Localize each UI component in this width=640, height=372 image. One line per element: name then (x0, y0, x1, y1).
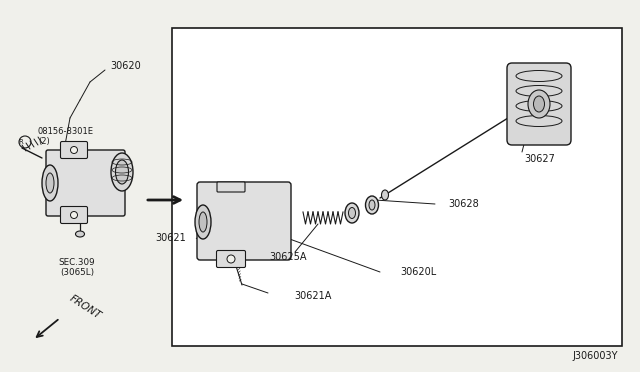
FancyBboxPatch shape (61, 141, 88, 158)
Text: 30621A: 30621A (294, 291, 332, 301)
Ellipse shape (369, 200, 375, 210)
Ellipse shape (227, 255, 235, 263)
Bar (172, 28, 622, 346)
Ellipse shape (365, 196, 378, 214)
Text: 30625A: 30625A (269, 252, 307, 262)
Ellipse shape (111, 153, 133, 191)
Ellipse shape (42, 165, 58, 201)
Ellipse shape (70, 147, 77, 154)
FancyBboxPatch shape (507, 63, 571, 145)
Text: 08156-8301E
(2): 08156-8301E (2) (38, 127, 94, 147)
Text: R: R (19, 139, 24, 145)
Ellipse shape (534, 96, 545, 112)
Ellipse shape (349, 208, 355, 218)
Text: SEC.309
(3065L): SEC.309 (3065L) (59, 258, 95, 278)
FancyBboxPatch shape (197, 182, 291, 260)
Ellipse shape (381, 190, 388, 200)
Text: 30621: 30621 (156, 233, 186, 243)
Text: 30628: 30628 (448, 199, 479, 209)
FancyBboxPatch shape (61, 206, 88, 224)
Text: J306003Y: J306003Y (573, 351, 618, 361)
Ellipse shape (195, 205, 211, 239)
Ellipse shape (115, 160, 129, 184)
Text: 30620L: 30620L (400, 267, 436, 277)
Text: 30620: 30620 (110, 61, 141, 71)
Ellipse shape (76, 231, 84, 237)
FancyBboxPatch shape (46, 150, 125, 216)
Text: 30627: 30627 (524, 154, 555, 164)
Ellipse shape (345, 203, 359, 223)
Text: FRONT: FRONT (68, 293, 103, 321)
FancyBboxPatch shape (217, 182, 245, 192)
FancyBboxPatch shape (216, 250, 246, 267)
Ellipse shape (199, 212, 207, 232)
Ellipse shape (46, 173, 54, 193)
Ellipse shape (528, 90, 550, 118)
Ellipse shape (70, 212, 77, 218)
